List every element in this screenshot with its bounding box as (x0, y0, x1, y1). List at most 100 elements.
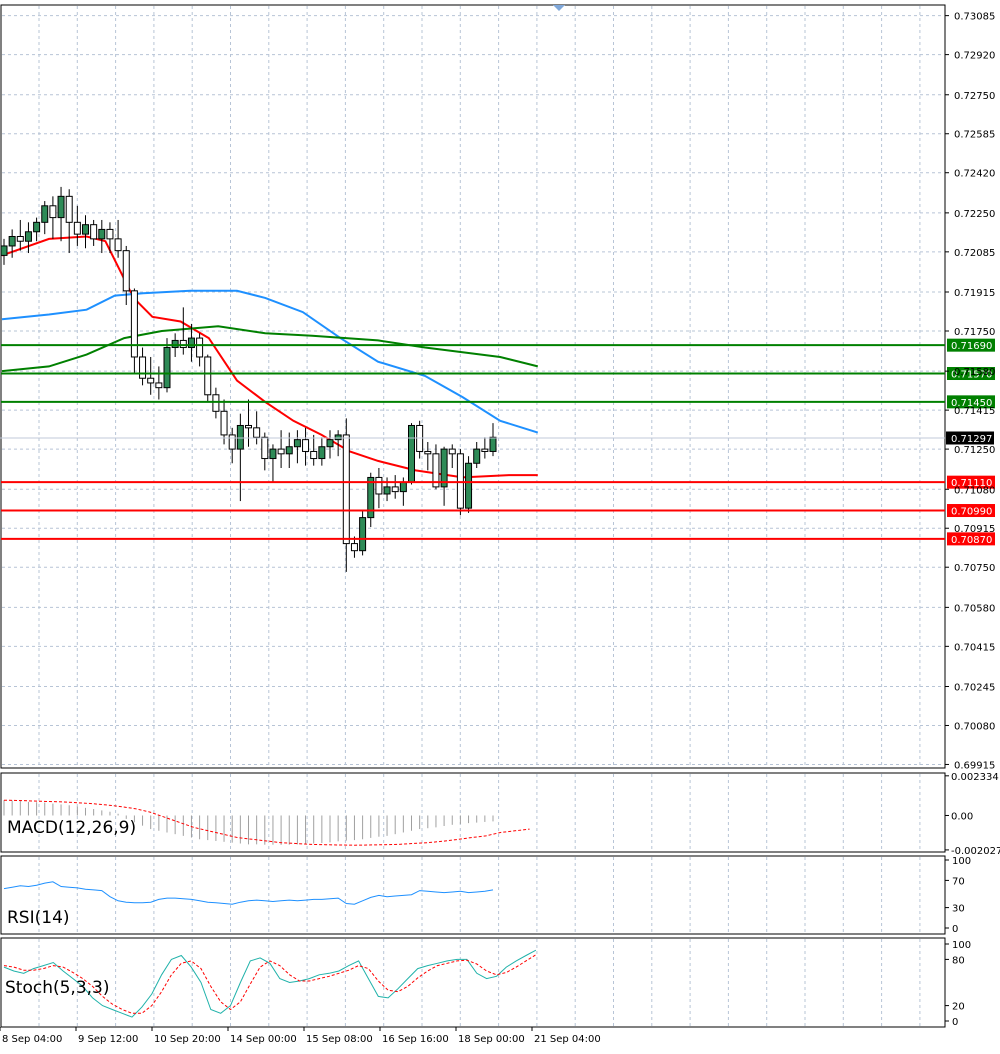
moving-average-line (1, 325, 539, 373)
candle-body-bullish (334, 434, 342, 441)
candle-body-bullish (57, 195, 65, 219)
price-tick-label: 0.71915 (954, 288, 995, 299)
panel-frame (0, 4, 946, 769)
price-tick-label: 0.72920 (954, 51, 995, 62)
macd-tick-label: 0.00 (951, 811, 973, 822)
candle-body-bullish (171, 339, 179, 349)
candle-body-bearish (245, 424, 252, 429)
candle-body-bearish (212, 394, 220, 412)
candle (163, 338, 171, 393)
candle (130, 288, 138, 374)
candle (318, 437, 326, 466)
stochastic-panel: 100 80 20 0 Stoch(5,3,3) (3, 940, 971, 1028)
panel-frame (0, 937, 946, 1028)
price-tick-label: 0.72750 (954, 91, 995, 102)
stoch-tick-label: 0 (952, 1017, 958, 1028)
candle (236, 413, 244, 502)
candle-body-bearish (147, 377, 155, 384)
candle-body-bearish (481, 448, 489, 452)
time-tick-label: 14 Sep 00:00 (230, 1034, 297, 1045)
candle (16, 219, 24, 251)
candle-body-bearish (49, 205, 57, 219)
rsi-tick-label: 100 (952, 856, 971, 867)
candle-body-bullish (293, 439, 301, 448)
price-tick-label: 0.70750 (954, 563, 995, 574)
candle-body-bullish (236, 424, 244, 450)
candle-body-bearish (456, 453, 464, 509)
time-axis: 8 Sep 04:00 9 Sep 12:00 10 Sep 20:00 14 Sep… (0, 1027, 601, 1045)
time-tick-label: 18 Sep 00:00 (458, 1034, 525, 1045)
candle (326, 430, 334, 459)
candle (212, 387, 220, 419)
candle-body-bearish (179, 339, 187, 349)
candle (269, 444, 277, 483)
macd-title: MACD(12,26,9) (7, 818, 136, 838)
candle-body-bullish (187, 337, 195, 349)
candle (24, 222, 32, 254)
time-tick-label: 8 Sep 04:00 (2, 1034, 62, 1045)
candle-body-bullish (285, 446, 293, 455)
time-tick-label: 16 Sep 16:00 (382, 1034, 449, 1045)
rsi-axis-ticks: 100 70 30 0 (945, 856, 971, 935)
scroll-marker-icon[interactable] (553, 5, 565, 11)
candle-body-bullish (8, 235, 16, 247)
candle-body-bullish (399, 481, 407, 493)
macd-tick-label: 0.002334 (951, 772, 999, 783)
price-tick-label: 0.71250 (954, 445, 995, 456)
macd-histogram (3, 800, 494, 845)
candle (187, 323, 195, 362)
candle (41, 201, 49, 235)
price-tick-label: 0.72250 (954, 209, 995, 220)
time-tick-label: 10 Sep 20:00 (154, 1034, 221, 1045)
candle (155, 366, 163, 400)
candle-body-bearish (90, 224, 98, 240)
price-tick-label: 0.73085 (954, 12, 995, 23)
level-tag (947, 395, 995, 409)
candle (310, 434, 318, 466)
price-tick-label: 0.72085 (954, 248, 995, 259)
candle-body-bullish (269, 448, 277, 460)
candle (334, 430, 342, 457)
level-tag (947, 504, 995, 518)
time-tick-label: 9 Sep 12:00 (78, 1034, 138, 1045)
price-tick-label: 0.70915 (954, 524, 995, 535)
macd-tick-label: -0.002027 (951, 846, 1000, 857)
level-tag (947, 475, 995, 489)
rsi-tick-label: 30 (952, 904, 965, 915)
level-tag (947, 532, 995, 546)
level-label: 0.71110 (951, 478, 992, 489)
level-label: 0.71450 (951, 398, 992, 409)
rsi-polyline (3, 881, 494, 905)
rsi-tick-label: 70 (952, 876, 965, 887)
rsi-title: RSI(14) (7, 908, 70, 928)
candle (481, 437, 489, 459)
candle (261, 432, 269, 471)
candle-body-bullish (465, 462, 473, 509)
candle (245, 399, 252, 447)
candle (228, 427, 236, 464)
panel-frame (0, 855, 946, 935)
price-tick-label: 0.70415 (954, 642, 995, 653)
candle-body-bullish (359, 517, 367, 552)
stoch-tick-label: 80 (952, 955, 965, 966)
candle (147, 356, 155, 395)
candle-body-bullish (82, 224, 89, 235)
price-tick-label: 0.71750 (954, 327, 995, 338)
candle (90, 219, 98, 246)
candle-body-bullish (367, 476, 375, 519)
candle (122, 245, 130, 306)
rsi-tick-label: 0 (952, 924, 958, 935)
candle (302, 427, 310, 466)
candle-body-bullish (24, 231, 32, 242)
candle (0, 238, 8, 265)
candle-body-bearish (130, 290, 138, 358)
candle (253, 411, 261, 445)
candle-body-bearish (424, 450, 432, 455)
candle-body-bearish (16, 235, 24, 242)
candle-body-bearish (139, 356, 147, 379)
candle-body-bearish (155, 382, 163, 389)
candle-body-bullish (440, 448, 448, 488)
candle-body-bearish (277, 448, 285, 455)
candle-body-bearish (375, 476, 383, 495)
